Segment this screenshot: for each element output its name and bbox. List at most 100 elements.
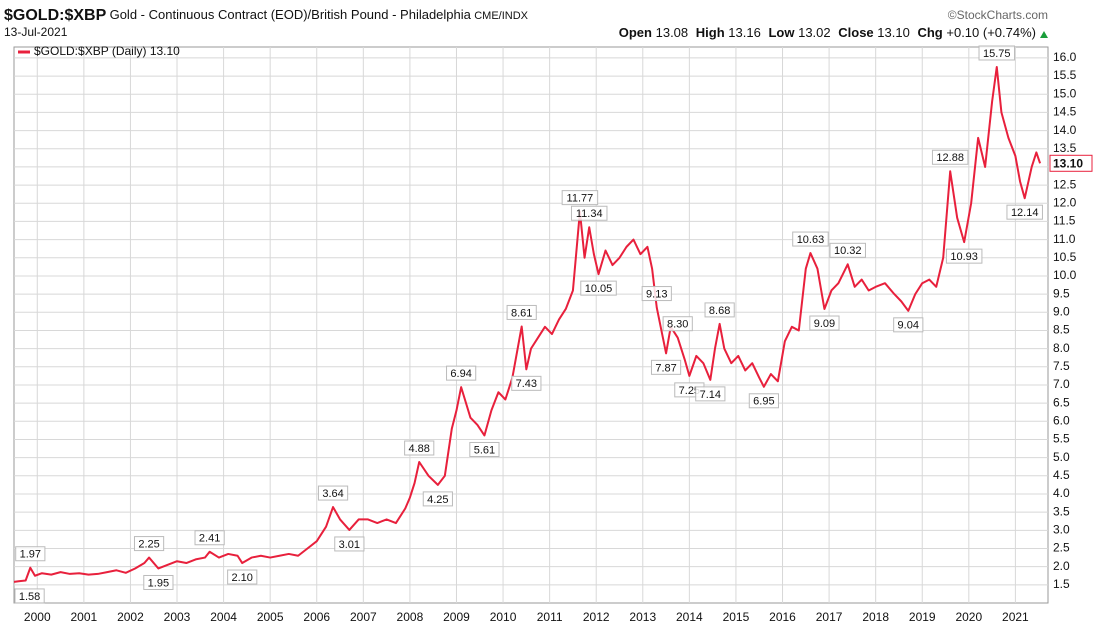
x-tick-label: 2014 (676, 610, 703, 624)
x-tick-label: 2000 (24, 610, 51, 624)
y-tick-label: 15.0 (1053, 86, 1077, 100)
x-tick-label: 2009 (443, 610, 470, 624)
x-tick-label: 2020 (955, 610, 982, 624)
annotation-box (561, 190, 599, 206)
y-tick-label: 3.5 (1053, 504, 1070, 518)
y-tick-label: 1.5 (1053, 577, 1070, 591)
y-tick-label: 8.0 (1053, 341, 1070, 355)
x-tick-label: 2007 (350, 610, 377, 624)
annotation-label: 7.25 (679, 385, 700, 397)
x-tick-label: 2003 (164, 610, 191, 624)
y-tick-label: 3.0 (1053, 522, 1070, 536)
annotation-box (893, 317, 924, 333)
y-tick-label: 16.0 (1053, 50, 1077, 64)
annotation-label: 9.04 (898, 320, 919, 332)
annotation-label: 11.77 (567, 193, 594, 205)
annotation-label: 9.09 (814, 318, 835, 330)
quote-value: +0.10 (+0.74%) (946, 25, 1036, 40)
chart-subtitle: Gold - Continuous Contract (EOD)/British… (110, 7, 472, 22)
change-arrow (1040, 31, 1048, 38)
x-tick-label: 2005 (257, 610, 284, 624)
y-tick-label: 7.5 (1053, 359, 1070, 373)
annotation-label: 8.61 (511, 307, 532, 319)
last-value-label: 13.10 (1053, 156, 1083, 170)
y-tick-label: 12.5 (1053, 177, 1077, 191)
y-tick-label: 10.0 (1053, 268, 1077, 282)
annotation-box (748, 393, 779, 409)
annotation-label: 15.75 (983, 48, 1011, 60)
annotation-box (469, 441, 500, 457)
annotation-box (704, 302, 735, 318)
annotation-label: 4.88 (409, 443, 430, 455)
x-tick-label: 2010 (490, 610, 517, 624)
annotation-box (506, 304, 537, 320)
x-tick-label: 2019 (909, 610, 936, 624)
annotation-box (829, 242, 866, 258)
x-tick-label: 2021 (1002, 610, 1029, 624)
y-tick-label: 2.5 (1053, 541, 1070, 555)
annotation-box (227, 569, 258, 585)
annotation-label: 8.68 (709, 305, 730, 317)
annotation-label: 6.95 (753, 396, 774, 408)
annotation-label: 1.95 (148, 577, 169, 589)
annotation-box (143, 574, 174, 590)
y-tick-label: 10.5 (1053, 250, 1077, 264)
annotation-label: 12.88 (936, 152, 964, 164)
annotation-label: 7.14 (700, 389, 721, 401)
y-tick-label: 7.0 (1053, 377, 1070, 391)
annotation-label: 10.05 (585, 283, 613, 295)
source: ©StockCharts.com (948, 8, 1048, 22)
x-tick-label: 2004 (210, 610, 237, 624)
quote-value: 13.16 (728, 25, 761, 40)
quote: Open 13.08 High 13.16 Low 13.02 Close 13… (619, 25, 1036, 40)
y-tick-label: 5.5 (1053, 432, 1070, 446)
date: 13-Jul-2021 (4, 25, 68, 39)
annotation-box (194, 530, 225, 546)
annotation-label: 7.87 (655, 362, 676, 374)
y-tick-label: 11.0 (1053, 232, 1076, 246)
annotation-label: 3.01 (339, 539, 360, 551)
chart-title: $GOLD:$XBP (4, 7, 107, 24)
legend-label: $GOLD:$XBP (Daily) 13.10 (34, 44, 180, 58)
annotation-label: 10.63 (797, 234, 825, 246)
annotation-label: 9.13 (646, 288, 667, 300)
y-tick-label: 2.0 (1053, 559, 1070, 573)
annotation-box (945, 248, 983, 264)
annotation-box (570, 205, 608, 221)
x-tick-label: 2018 (862, 610, 889, 624)
annotation-label: 2.41 (199, 533, 220, 545)
annotation-label: 1.58 (19, 591, 40, 603)
annotation-label: 2.10 (232, 572, 253, 584)
annotation-box (511, 375, 542, 391)
annotation-box (317, 485, 349, 501)
annotation-box (404, 440, 435, 456)
last-value-box (1049, 154, 1093, 172)
annotation-box (1006, 204, 1043, 220)
annotation-box (931, 149, 969, 165)
annotation-box (422, 491, 453, 507)
annotation-box (792, 231, 829, 247)
chart-header: $GOLD:$XBP Gold - Continuous Contract (E… (4, 7, 529, 24)
annotation-label: 1.97 (20, 549, 41, 561)
annotation-box (14, 588, 45, 604)
annotation-label: 10.93 (950, 251, 978, 263)
y-tick-label: 9.5 (1053, 286, 1070, 300)
x-tick-label: 2015 (723, 610, 750, 624)
annotation-label: 5.61 (474, 444, 495, 456)
x-tick-label: 2011 (537, 610, 563, 624)
annotation-box (641, 286, 672, 302)
y-tick-label: 6.5 (1053, 395, 1070, 409)
quote-label: Close (838, 25, 873, 40)
annotation-box (695, 386, 726, 402)
annotation-label: 12.14 (1011, 207, 1039, 219)
annotation-label: 8.30 (667, 319, 688, 331)
x-tick-label: 2002 (117, 610, 144, 624)
y-tick-label: 6.0 (1053, 413, 1070, 427)
annotation-label: 4.25 (427, 494, 448, 506)
quote-value: 13.02 (798, 25, 831, 40)
annotation-box (334, 536, 365, 552)
annotation-label: 11.34 (576, 208, 603, 220)
annotation-label: 3.64 (322, 488, 343, 500)
x-tick-label: 2008 (397, 610, 424, 624)
